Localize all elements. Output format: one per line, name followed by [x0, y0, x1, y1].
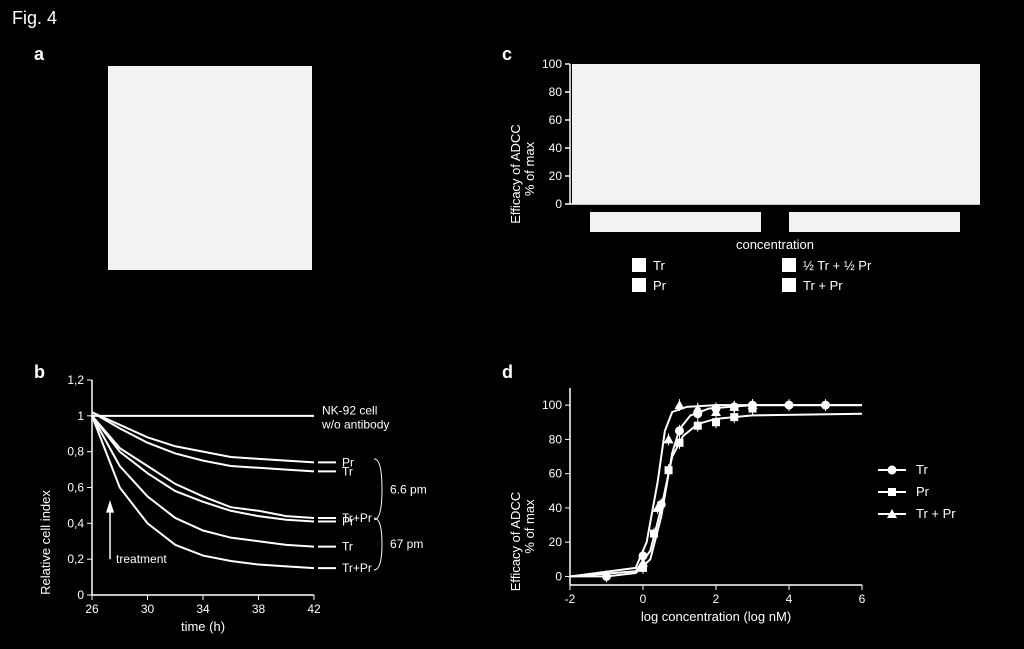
svg-text:38: 38: [252, 602, 266, 616]
svg-text:Tr: Tr: [653, 258, 665, 273]
svg-text:40: 40: [549, 501, 563, 515]
svg-text:100: 100: [542, 398, 562, 412]
svg-text:w/o antibody: w/o antibody: [321, 417, 389, 431]
svg-text:% of max: % of max: [522, 141, 537, 196]
svg-text:100: 100: [542, 57, 562, 71]
svg-text:4: 4: [786, 592, 793, 606]
svg-text:6: 6: [859, 592, 866, 606]
panel-d-chart: 020406080100-20246Efficacy of ADCC% of m…: [502, 370, 1007, 645]
svg-text:67 pm: 67 pm: [390, 537, 423, 551]
svg-text:2: 2: [713, 592, 720, 606]
panel-a-placeholder: [108, 66, 312, 270]
svg-text:Pr: Pr: [916, 484, 930, 499]
panel-label-a: a: [34, 44, 44, 65]
svg-text:0,2: 0,2: [67, 552, 84, 566]
svg-text:Pr: Pr: [342, 515, 354, 529]
svg-text:-2: -2: [565, 592, 576, 606]
svg-text:60: 60: [549, 113, 563, 127]
svg-text:1,2: 1,2: [67, 373, 84, 387]
svg-text:34: 34: [196, 602, 210, 616]
svg-text:80: 80: [549, 85, 563, 99]
svg-text:1: 1: [77, 409, 84, 423]
svg-text:42: 42: [307, 602, 321, 616]
svg-text:log concentration (log nM): log concentration (log nM): [641, 609, 791, 624]
svg-text:NK-92 cell: NK-92 cell: [322, 403, 377, 417]
svg-text:Tr + Pr: Tr + Pr: [803, 278, 843, 293]
svg-text:20: 20: [549, 169, 563, 183]
svg-text:Efficacy of ADCC: Efficacy of ADCC: [508, 492, 523, 591]
svg-text:0: 0: [555, 569, 562, 583]
svg-text:Tr + Pr: Tr + Pr: [916, 506, 956, 521]
svg-text:% of max: % of max: [522, 499, 537, 554]
svg-text:0: 0: [555, 197, 562, 211]
svg-text:Tr+Pr: Tr+Pr: [342, 561, 372, 575]
svg-text:60: 60: [549, 467, 563, 481]
svg-text:30: 30: [141, 602, 155, 616]
svg-text:Relative cell index: Relative cell index: [38, 490, 53, 595]
svg-text:Tr: Tr: [342, 540, 353, 554]
panel-c-chart: 0 20 40 60 80 100 Efficacy of ADCC% of max conc…: [502, 44, 1002, 334]
svg-text:concentration: concentration: [736, 237, 814, 252]
svg-text:20: 20: [549, 535, 563, 549]
figure-title: Fig. 4: [12, 8, 57, 29]
svg-text:0: 0: [77, 588, 84, 602]
svg-text:0,4: 0,4: [67, 516, 84, 530]
svg-text:80: 80: [549, 432, 563, 446]
svg-text:Tr: Tr: [342, 464, 353, 478]
svg-text:treatment: treatment: [116, 552, 167, 566]
svg-text:Efficacy of ADCC: Efficacy of ADCC: [508, 124, 523, 223]
svg-text:40: 40: [549, 141, 563, 155]
svg-text:26: 26: [85, 602, 99, 616]
svg-text:0,8: 0,8: [67, 445, 84, 459]
svg-text:Pr: Pr: [653, 278, 667, 293]
svg-text:0: 0: [640, 592, 647, 606]
svg-text:0,6: 0,6: [67, 481, 84, 495]
svg-text:time (h): time (h): [181, 619, 225, 634]
svg-text:½ Tr + ½ Pr: ½ Tr + ½ Pr: [803, 258, 872, 273]
svg-text:Tr: Tr: [916, 462, 928, 477]
svg-text:6.6 pm: 6.6 pm: [390, 482, 427, 496]
panel-b-chart: 0 0,2 0,4 0,6 0,8 1 1,2 26 30 34 38 42 time (h) Relat…: [34, 370, 494, 645]
